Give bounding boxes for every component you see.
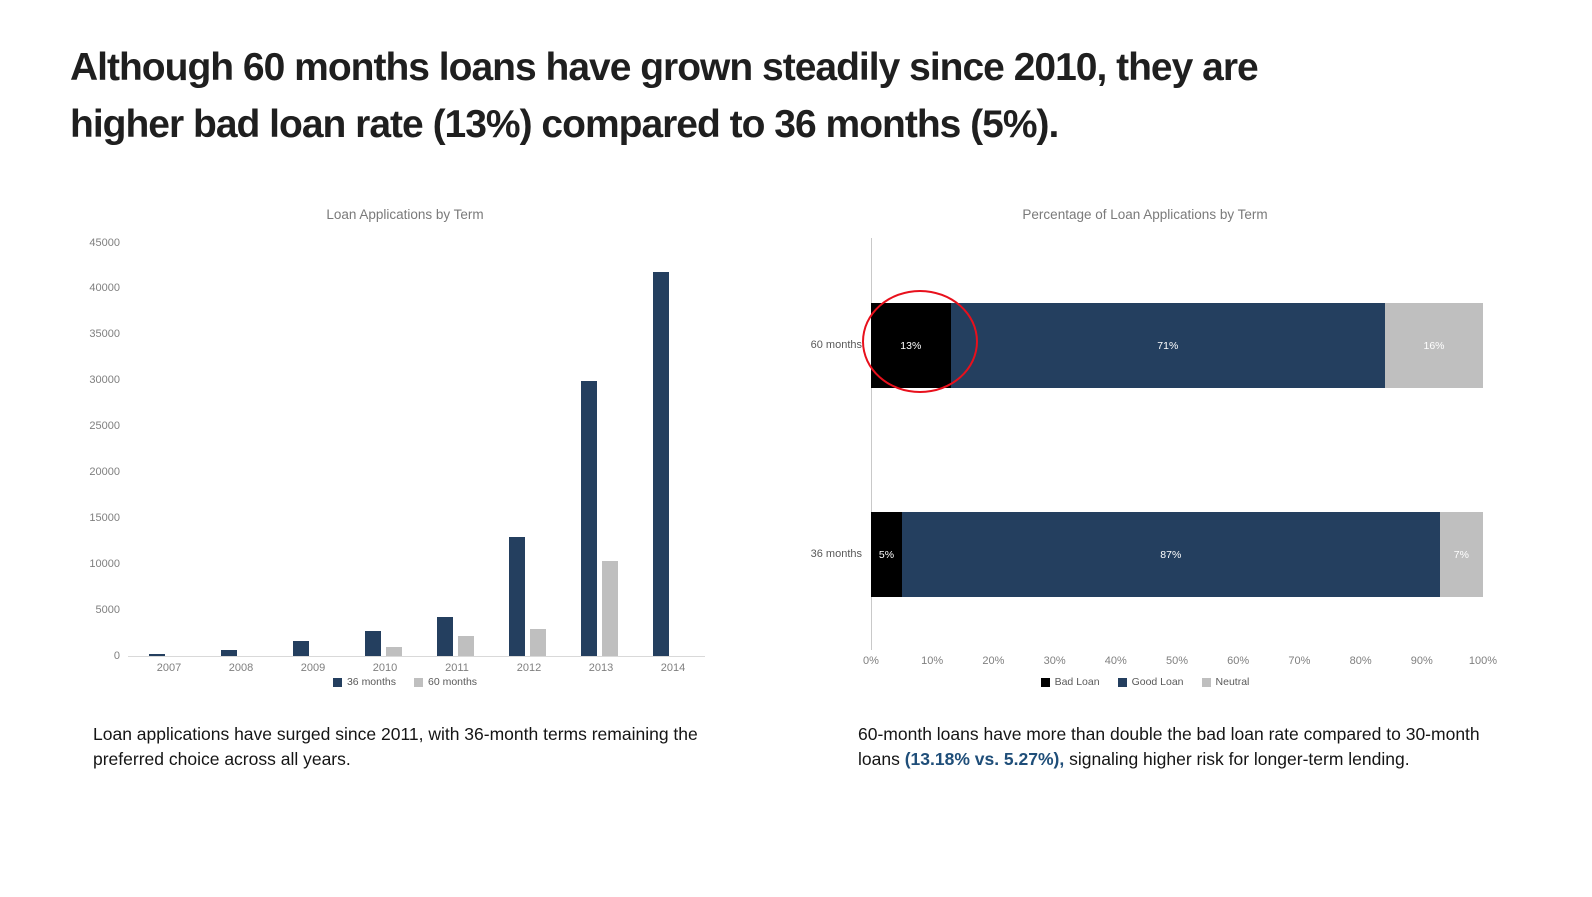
left-chart-title: Loan Applications by Term xyxy=(326,207,484,222)
legend-label: 60 months xyxy=(428,676,478,688)
segment-value-label: 7% xyxy=(1453,548,1469,561)
x-axis-tick-label: 20% xyxy=(982,655,1005,667)
y-axis-tick-label: 30000 xyxy=(89,374,120,387)
legend-swatch-bad-loan xyxy=(1040,677,1050,687)
slide-title-line2: higher bad loan rate (13%) compared to 3… xyxy=(70,102,1059,146)
bar-36-months-2011 xyxy=(437,617,453,656)
legend-item-good-loan: Good Loan xyxy=(1117,676,1184,688)
bar-60-months-2012 xyxy=(530,629,546,656)
x-axis-tick-label: 10% xyxy=(921,655,944,667)
category-label-36-months: 36 months xyxy=(810,548,862,560)
legend-item-36-months: 36 months xyxy=(332,676,396,688)
slide-title-line1: Although 60 months loans have grown stea… xyxy=(70,46,1259,89)
segment-value-label: 87% xyxy=(1160,548,1182,561)
bar-36-months-2009 xyxy=(293,641,309,656)
slide-title: Although 60 months loans have grown stea… xyxy=(70,40,1530,154)
right-chart-legend: Bad Loan Good Loan Neutral xyxy=(850,676,1440,688)
legend-label: Bad Loan xyxy=(1054,676,1100,688)
right-chart-title: Percentage of Loan Applications by Term xyxy=(1022,207,1268,222)
legend-label: Neutral xyxy=(1215,676,1250,688)
right-caption-text-1: 60-month loans have more than double the… xyxy=(858,724,1480,770)
legend-label: 36 months xyxy=(346,676,396,688)
x-axis-tick-label: 90% xyxy=(1410,655,1433,667)
x-axis-tick-label: 2012 xyxy=(516,662,542,674)
right-caption-text-2: signaling higher risk for longer-term le… xyxy=(1064,749,1410,770)
category-label-60-months: 60 months xyxy=(810,339,862,351)
bar-60-months-2011 xyxy=(458,635,474,656)
x-axis-tick-label: 2013 xyxy=(588,662,614,674)
y-axis-tick-label: 20000 xyxy=(89,465,120,478)
loan-percentage-chart: Percentage of Loan Applications by Term … xyxy=(811,205,1500,700)
x-axis-tick-label: 2007 xyxy=(156,662,182,674)
x-axis-line xyxy=(128,656,705,657)
y-axis-tick-label: 10000 xyxy=(89,557,120,570)
x-axis-tick-label: 40% xyxy=(1104,655,1127,667)
bar-36-months-2010 xyxy=(365,631,381,656)
y-axis-tick-label: 5000 xyxy=(95,603,120,616)
segment-bad-loan-36-months: 5% xyxy=(871,512,902,597)
x-axis-tick-label: 100% xyxy=(1468,655,1498,667)
left-chart-plot-area: 0 5000 10000 15000 20000 25000 30000 35000 40000… xyxy=(85,205,725,700)
segment-value-label: 16% xyxy=(1423,339,1445,352)
x-axis-tick-label: 2011 xyxy=(445,662,469,674)
segment-good-loan-60-months: 71% xyxy=(950,303,1386,388)
right-chart-plot-area: 13% 71% 16% 60 months 5% 87% 7% 36 months 0% 10% 2… xyxy=(811,205,1500,700)
bar-60-months-2010 xyxy=(386,646,402,656)
segment-neutral-36-months: 7% xyxy=(1439,512,1483,597)
stacked-bar-36-months: 5% 87% 7% xyxy=(871,512,1483,597)
legend-item-60-months: 60 months xyxy=(414,676,477,688)
legend-item-neutral: Neutral xyxy=(1201,676,1250,688)
x-axis-tick-label: 2014 xyxy=(660,662,686,674)
bar-36-months-2013 xyxy=(581,380,597,656)
legend-swatch-good-loan xyxy=(1117,677,1127,687)
x-axis-tick-label: 2009 xyxy=(300,662,326,674)
right-chart-caption: 60-month loans have more than double the… xyxy=(858,722,1503,773)
x-axis-tick-label: 30% xyxy=(1043,655,1066,667)
bar-60-months-2013 xyxy=(602,560,618,656)
y-axis-tick-label: 0 xyxy=(113,649,120,662)
bar-36-months-2014 xyxy=(653,272,669,656)
x-axis-tick-label: 80% xyxy=(1349,655,1372,667)
loan-applications-chart: Loan Applications by Term 0 5000 10000 1500… xyxy=(85,205,725,700)
left-chart-caption: Loan applications have surged since 2011… xyxy=(93,724,698,770)
segment-neutral-60-months: 16% xyxy=(1385,303,1483,388)
legend-swatch-neutral xyxy=(1201,677,1211,687)
y-axis-tick-label: 25000 xyxy=(89,420,120,433)
x-axis-tick-label: 0% xyxy=(863,655,879,667)
x-axis-tick-label: 2008 xyxy=(228,662,254,674)
bar-36-months-2007 xyxy=(149,654,165,656)
left-chart-legend: 36 months 60 months xyxy=(85,676,725,688)
legend-swatch-36-months xyxy=(332,677,342,687)
y-axis-tick-label: 15000 xyxy=(89,511,120,524)
y-axis-tick-label: 35000 xyxy=(89,328,120,341)
segment-value-label: 71% xyxy=(1157,339,1179,352)
red-circle-annotation xyxy=(862,290,978,393)
right-caption-highlight: (13.18% vs. 5.27%), xyxy=(904,749,1065,770)
x-axis-tick-label: 60% xyxy=(1227,655,1250,667)
bar-36-months-2008 xyxy=(221,649,237,656)
segment-good-loan-36-months: 87% xyxy=(901,512,1440,597)
legend-swatch-60-months xyxy=(414,677,423,687)
segment-value-label: 5% xyxy=(878,548,895,561)
x-axis-tick-label: 50% xyxy=(1165,655,1189,667)
bar-36-months-2012 xyxy=(509,536,525,656)
x-axis-tick-label: 2010 xyxy=(372,662,398,674)
x-axis-tick-label: 70% xyxy=(1288,655,1311,667)
y-axis-tick-label: 40000 xyxy=(89,282,120,295)
y-axis-line xyxy=(871,238,872,650)
legend-label: Good Loan xyxy=(1131,676,1184,688)
legend-item-bad-loan: Bad Loan xyxy=(1040,676,1100,688)
y-axis-tick-label: 45000 xyxy=(89,236,120,249)
